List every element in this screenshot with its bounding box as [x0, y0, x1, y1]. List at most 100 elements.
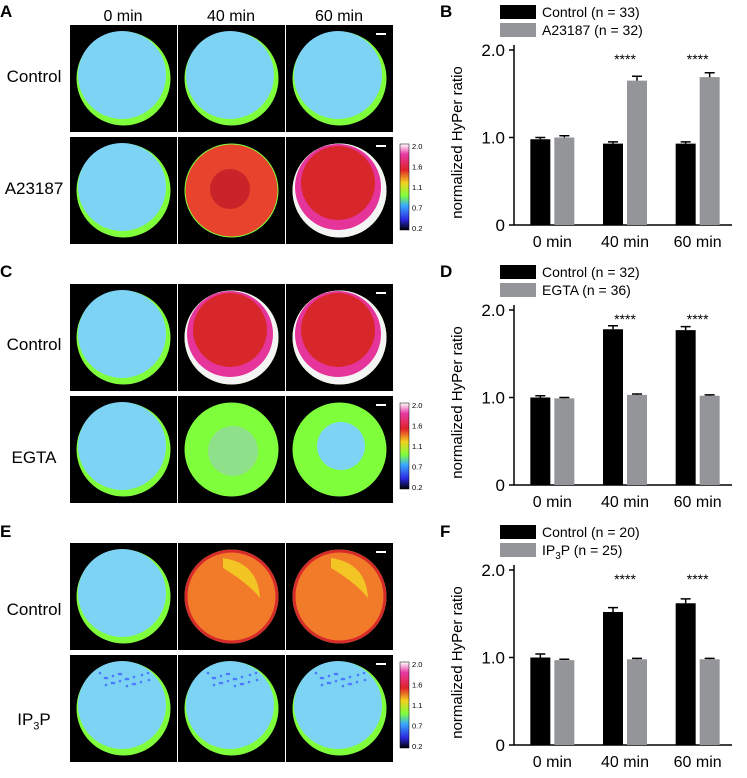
panel-letter-e: E — [0, 522, 12, 541]
significance-annotation: **** — [687, 571, 709, 587]
colorbar-tick-label: 0.7 — [412, 463, 422, 472]
colorbar-tick-label: 2.0 — [412, 660, 422, 669]
panel-letter-b: B — [440, 2, 453, 21]
colorbar-tick-label: 0.2 — [412, 483, 422, 492]
micrograph-cell — [178, 25, 285, 132]
bar — [554, 398, 575, 485]
y-tick-label: 1.0 — [481, 649, 505, 668]
column-header-40min: 40 min — [206, 8, 256, 25]
legend-label: Control (n = 20) — [542, 524, 640, 540]
bar — [603, 143, 623, 225]
micrograph-cell — [286, 543, 393, 650]
row-label-a-a23187: A23187 — [4, 179, 64, 198]
panel-letter-a: A — [0, 2, 13, 21]
x-tick-label: 0 min — [533, 754, 572, 771]
colorbar-tick-label: 0.2 — [412, 224, 422, 233]
significance-annotation: **** — [614, 571, 636, 587]
micrograph-cell — [70, 543, 177, 650]
colorbar: 2.0 1.6 1.1 0.7 0.2 — [398, 142, 438, 239]
significance-annotation: **** — [614, 311, 636, 327]
row-label-a-control: Control — [6, 67, 62, 86]
legend-swatch — [500, 525, 536, 539]
panel-letter-d: D — [440, 262, 453, 281]
bar — [530, 397, 551, 485]
row-label-e-ip3p: IP3P — [17, 710, 51, 733]
colorbar-tick-label: 1.6 — [412, 681, 422, 690]
y-tick-label: 1.0 — [481, 389, 505, 408]
y-axis-label: normalized HyPer ratio — [449, 326, 466, 479]
bar — [675, 603, 696, 745]
bar — [699, 659, 720, 745]
colorbar-tick-label: 0.2 — [412, 742, 422, 751]
x-tick-label: 0 min — [533, 494, 572, 511]
x-tick-label: 40 min — [601, 494, 649, 511]
legend-label: IP3P (n = 25) — [542, 542, 622, 562]
micrograph-cell — [70, 655, 177, 762]
column-header-0min: 0 min — [103, 8, 143, 25]
row-label-c-egta: EGTA — [11, 448, 57, 467]
colorbar-tick-label: 2.0 — [412, 142, 422, 151]
y-tick-label: 2.0 — [481, 561, 505, 580]
bar — [675, 330, 696, 485]
x-tick-label: 40 min — [601, 754, 649, 771]
bar — [554, 137, 575, 225]
significance-annotation: **** — [687, 51, 709, 67]
chart-f: Control (n = 20) IP3P (n = 25) 0 1.0 2.0 norm… — [440, 520, 747, 778]
legend-swatch — [500, 265, 536, 279]
legend-swatch — [500, 283, 536, 297]
chart-d: Control (n = 32) EGTA (n = 36) 0 1.0 2.0 norm… — [440, 260, 747, 518]
panel-letter-c: C — [0, 262, 13, 281]
y-tick-label: 2.0 — [481, 41, 505, 60]
chart-b: Control (n = 33) A23187 (n = 32) 0 1.0 2.0 no… — [440, 0, 747, 258]
column-header-60min: 60 min — [314, 8, 364, 25]
significance-annotation: **** — [687, 311, 709, 327]
micrograph-cell — [286, 284, 393, 391]
bar — [699, 395, 720, 485]
bar — [530, 657, 551, 745]
y-tick-label: 0 — [496, 476, 505, 495]
micrograph-cell — [70, 137, 177, 244]
bar — [627, 394, 647, 485]
colorbar-tick-label: 0.7 — [412, 722, 422, 731]
micrograph-cell — [70, 25, 177, 132]
legend-label: Control (n = 32) — [542, 264, 640, 280]
x-tick-label: 60 min — [674, 234, 722, 251]
colorbar-tick-label: 2.0 — [412, 401, 422, 410]
x-tick-label: 40 min — [601, 234, 649, 251]
bar — [627, 80, 647, 225]
micrograph-cell — [178, 655, 285, 762]
micrograph-cell — [178, 543, 285, 650]
bar — [603, 612, 623, 745]
x-tick-label: 60 min — [674, 494, 722, 511]
micrograph-cell — [178, 137, 285, 244]
micrograph-cell — [178, 396, 285, 503]
colorbar: 2.0 1.6 1.1 0.7 0.2 — [398, 401, 438, 498]
legend-label: Control (n = 33) — [542, 4, 640, 20]
colorbar-tick-label: 1.6 — [412, 422, 422, 431]
y-tick-label: 1.0 — [481, 129, 505, 148]
significance-annotation: **** — [614, 51, 636, 67]
micrograph-cell — [286, 655, 393, 762]
micrograph-cell — [178, 284, 285, 391]
y-tick-label: 2.0 — [481, 301, 505, 320]
bar — [627, 659, 647, 745]
colorbar: 2.0 1.6 1.1 0.7 0.2 — [398, 660, 438, 757]
colorbar-tick-label: 0.7 — [412, 204, 422, 213]
bar — [699, 77, 720, 225]
y-axis-label: normalized HyPer ratio — [449, 586, 466, 739]
legend-label: A23187 (n = 32) — [542, 22, 643, 38]
row-label-c-control: Control — [6, 335, 62, 354]
legend-swatch — [500, 543, 536, 557]
legend-label: EGTA (n = 36) — [542, 282, 631, 298]
micrograph-cell — [286, 137, 393, 244]
y-axis-label: normalized HyPer ratio — [449, 66, 466, 219]
legend-swatch — [500, 5, 536, 19]
row-label-e-control: Control — [6, 600, 62, 619]
legend-swatch — [500, 23, 536, 37]
colorbar-tick-label: 1.6 — [412, 163, 422, 172]
bar — [530, 139, 551, 225]
colorbar-tick-label: 1.1 — [412, 183, 422, 192]
colorbar-tick-label: 1.1 — [412, 701, 422, 710]
micrograph-cell — [286, 396, 393, 503]
micrograph-cell — [286, 25, 393, 132]
